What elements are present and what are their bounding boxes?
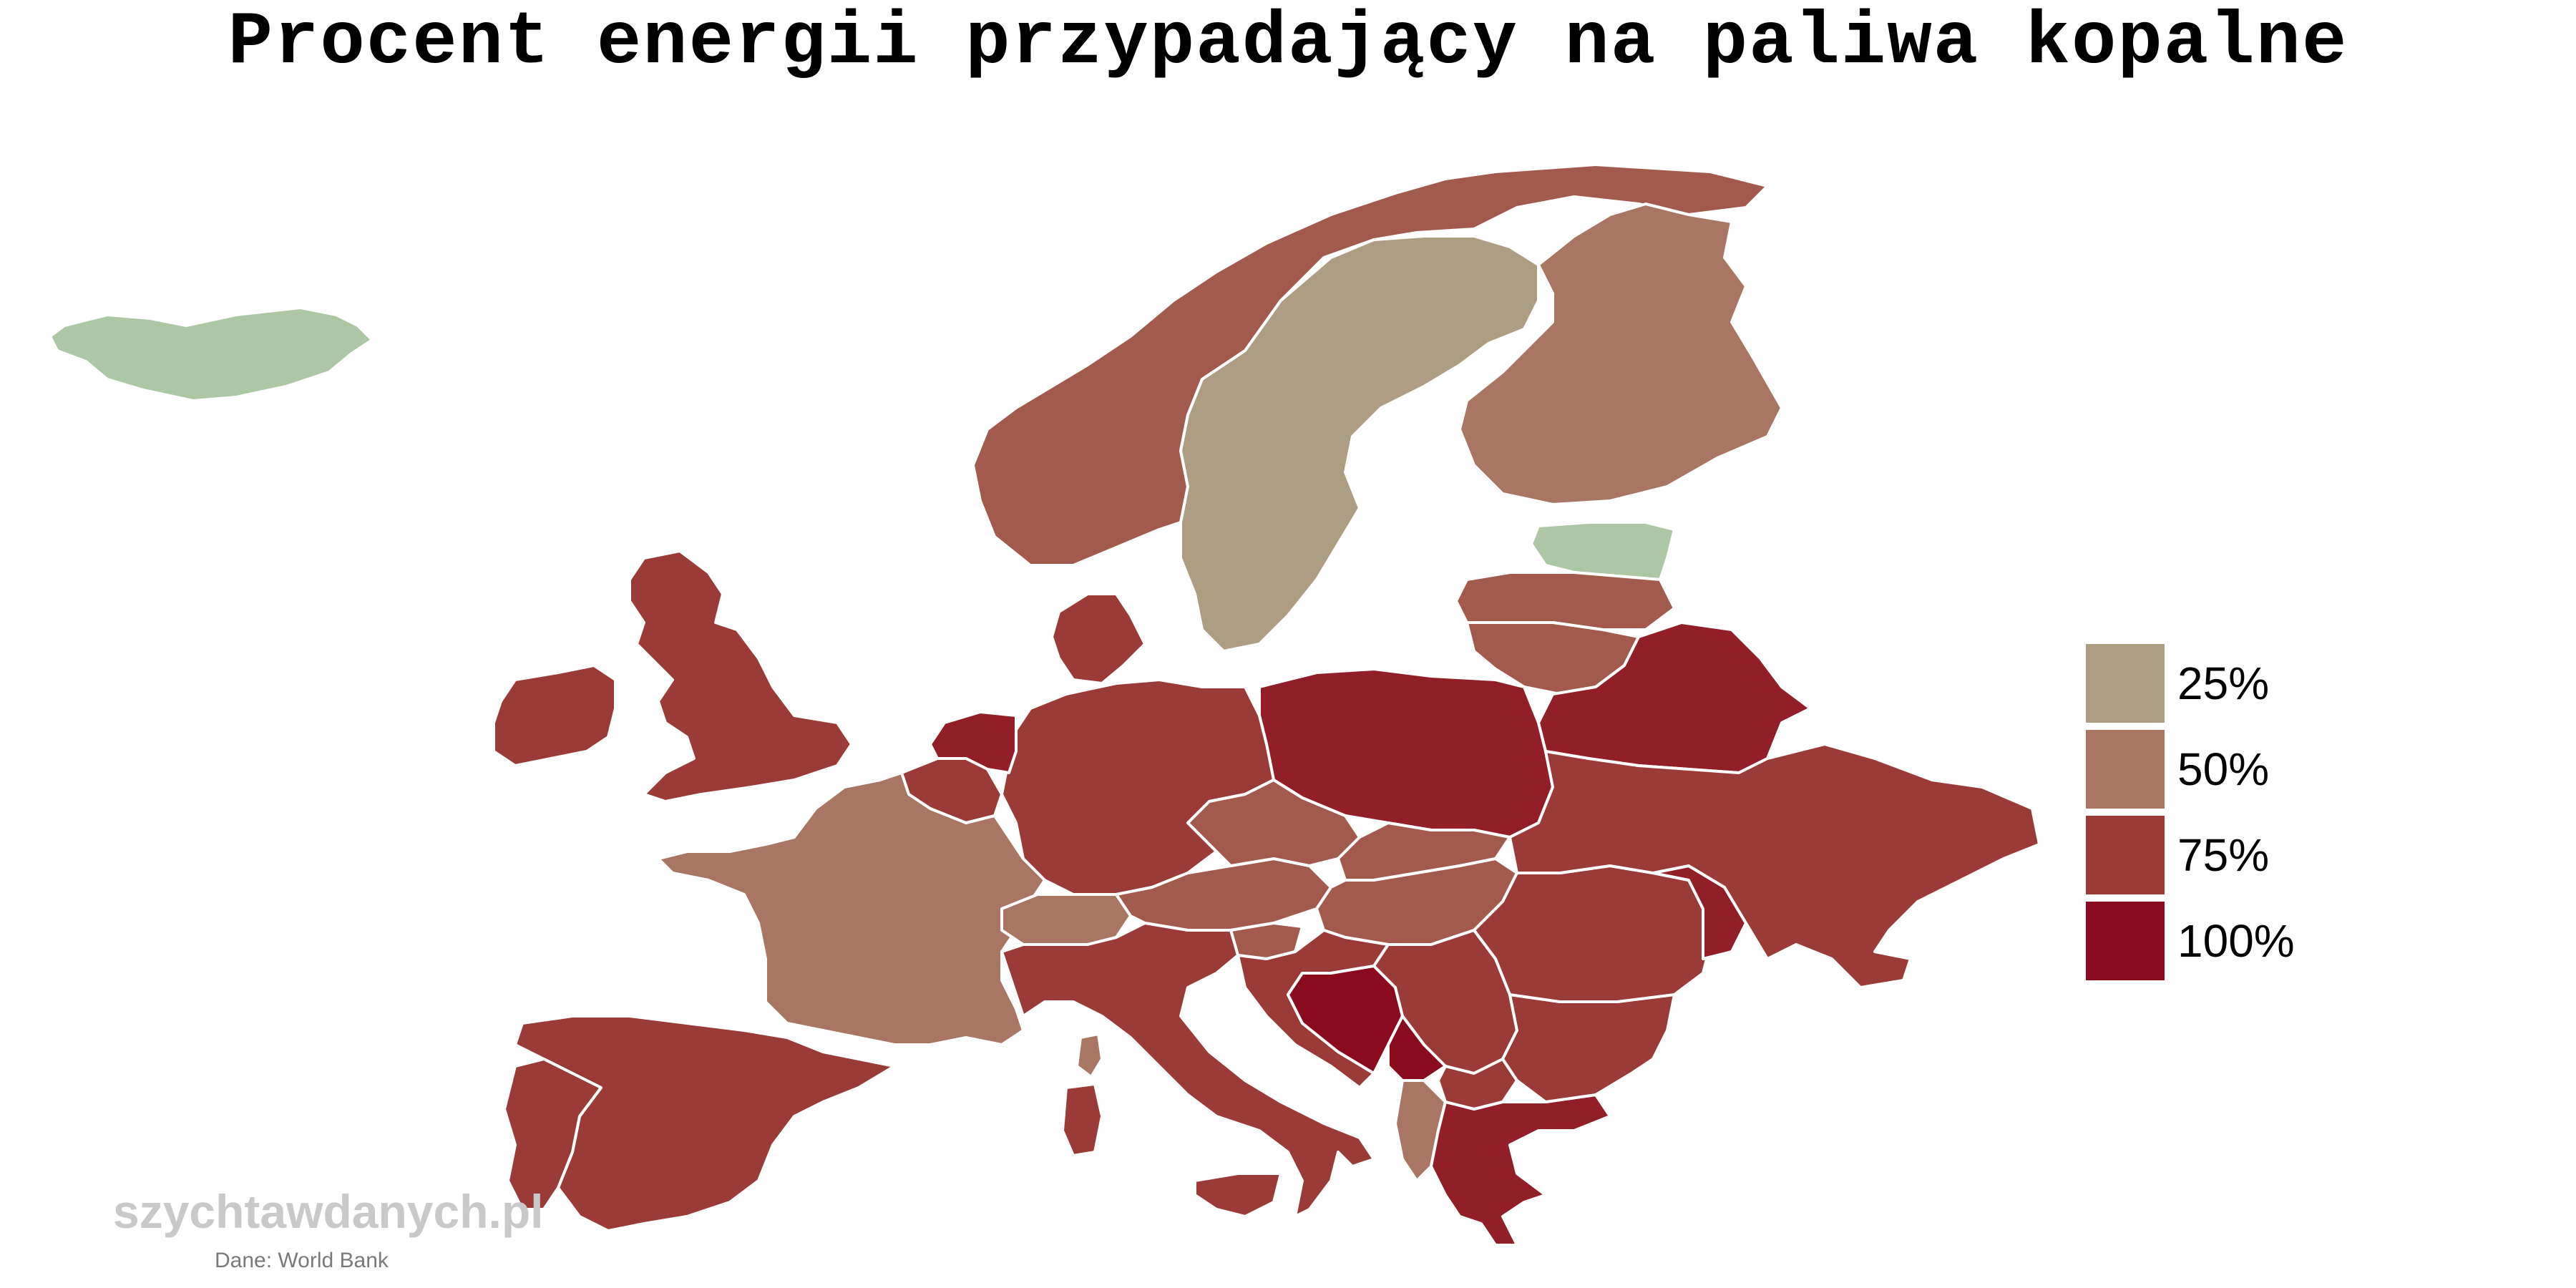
country-switzerland (1000, 893, 1132, 946)
legend-item-25: 25% (2086, 640, 2372, 726)
country-bosnia (1287, 965, 1404, 1075)
country-greece (1430, 1093, 1611, 1246)
legend-swatch-25 (2086, 644, 2165, 723)
map-title: Procent energii przypadający na paliwa k… (228, 1, 2348, 85)
watermark: szychtawdanych.pl (113, 1185, 544, 1238)
legend-label-75: 75% (2177, 829, 2270, 881)
legend-label-100: 100% (2177, 915, 2295, 967)
legend-swatch-100 (2086, 902, 2165, 980)
legend-item-100: 100% (2086, 898, 2372, 984)
legend-label-50: 50% (2177, 743, 2270, 795)
legend-item-50: 50% (2086, 726, 2372, 812)
country-france-corsica (1075, 1033, 1103, 1078)
country-portugal (503, 1058, 602, 1211)
country-united-kingdom (628, 550, 853, 803)
country-bulgaria (1501, 993, 1676, 1103)
country-montenegro (1387, 1015, 1447, 1082)
country-romania (1473, 864, 1712, 1003)
data-source: Dane: World Bank (215, 1249, 389, 1272)
country-italy-sicily (1194, 1172, 1282, 1218)
country-iceland (49, 306, 374, 402)
country-italy (1000, 922, 1375, 1218)
country-ireland (492, 664, 617, 767)
legend-swatch-50 (2086, 730, 2165, 809)
legend-item-75: 75% (2086, 812, 2372, 898)
legend-label-25: 25% (2177, 658, 2270, 709)
country-italy-sardinia (1061, 1083, 1103, 1157)
country-finland (1458, 203, 1783, 506)
country-france (657, 771, 1046, 1046)
country-ukraine (1508, 743, 2041, 989)
map-legend: 25% 50% 75% 100% (2086, 640, 2372, 984)
legend-swatch-75 (2086, 816, 2165, 894)
country-denmark (1050, 592, 1146, 685)
